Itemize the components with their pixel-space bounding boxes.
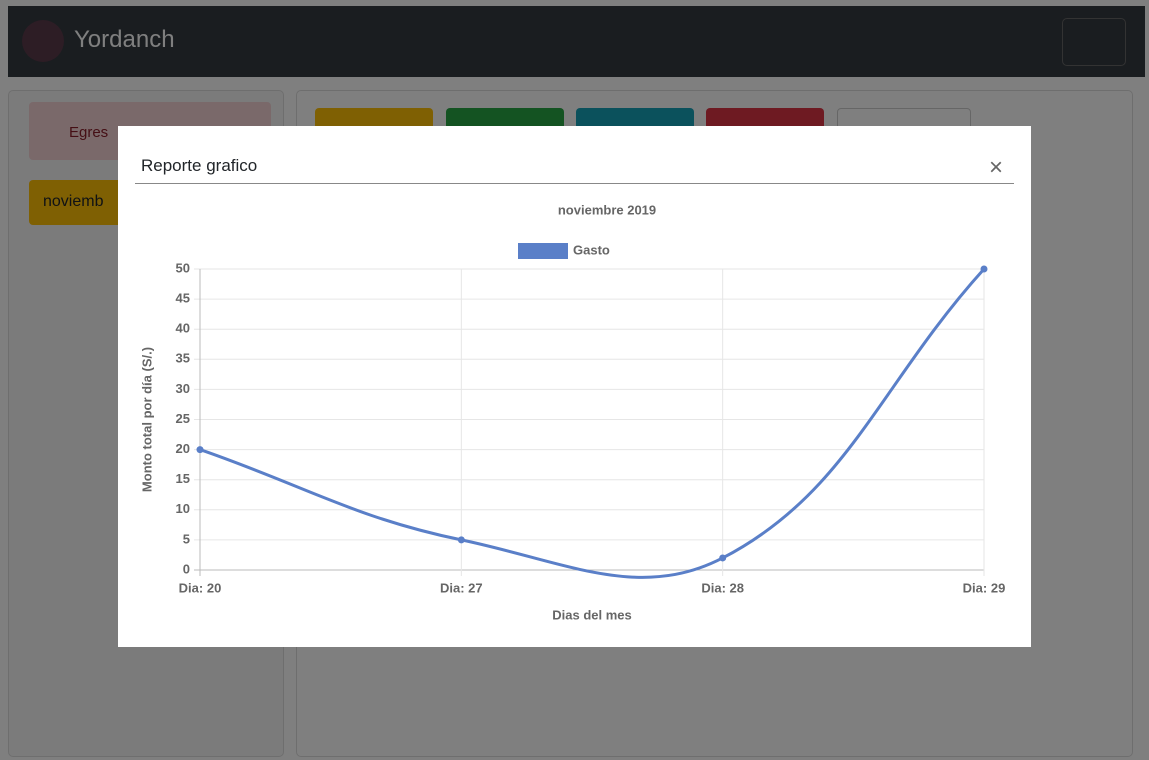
y-tick-label: 40	[176, 321, 190, 336]
y-tick-label: 0	[183, 561, 190, 576]
y-tick-label: 20	[176, 441, 190, 456]
y-tick-label: 15	[176, 471, 190, 486]
x-axis-label: Dias del mes	[552, 607, 632, 622]
divider	[135, 183, 1014, 184]
modal-title: Reporte grafico	[141, 156, 258, 175]
x-tick-label: Dia: 29	[963, 580, 1006, 595]
y-tick-label: 45	[176, 291, 190, 306]
y-tick-label: 50	[176, 260, 190, 275]
close-button[interactable]: ×	[989, 154, 1004, 181]
x-tick-label: Dia: 27	[440, 580, 483, 595]
modal: Reporte grafico × noviembre 2019 0 5 10 15 20…	[118, 126, 1031, 647]
y-axis-label: Monto total por día (S/.)	[139, 347, 154, 492]
y-tick-label: 35	[176, 351, 190, 366]
point	[980, 265, 988, 273]
y-tick-label: 30	[176, 381, 190, 396]
x-tick-label: Dia: 20	[179, 580, 222, 595]
chart-title: noviembre 2019	[558, 202, 656, 217]
y-tick-label: 5	[183, 531, 190, 546]
chart: noviembre 2019 0 5 10 15 20 25 30 35 40 45 50 Dia: 2…	[139, 202, 1006, 622]
line	[199, 267, 986, 579]
point	[719, 554, 727, 562]
y-tick-label: 10	[176, 501, 190, 516]
y-tick-label: 25	[176, 411, 190, 426]
point	[196, 446, 204, 454]
legend-swatch	[518, 243, 568, 259]
point	[457, 536, 465, 544]
legend-label: Gasto	[573, 242, 610, 257]
x-tick-label: Dia: 28	[701, 580, 744, 595]
